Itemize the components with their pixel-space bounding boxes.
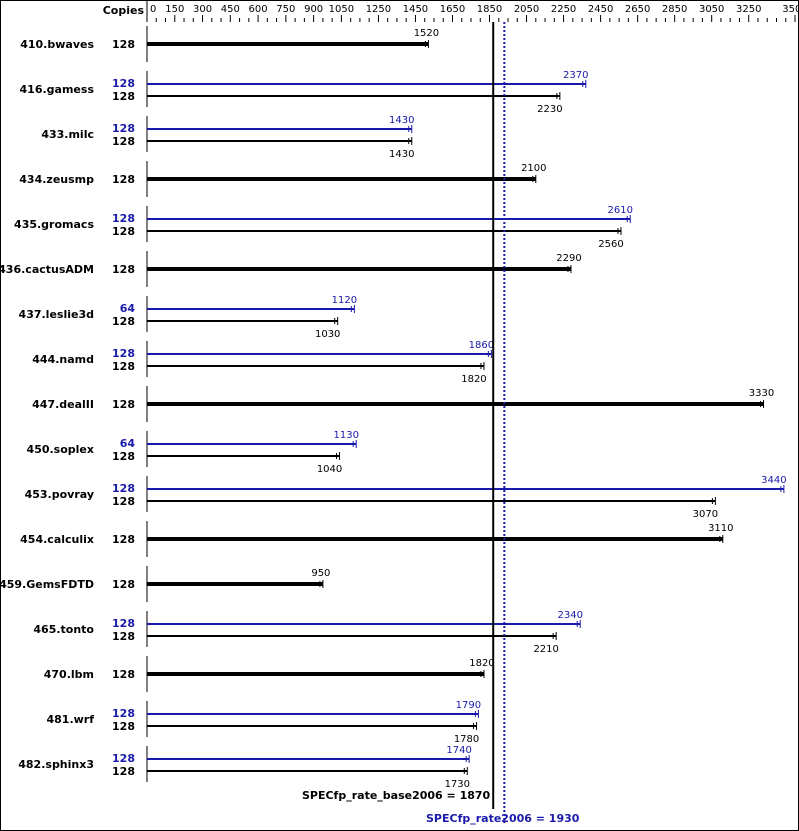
peak-copies: 64 <box>120 302 136 315</box>
base-value-label: 1520 <box>414 28 439 39</box>
base-value-label: 2290 <box>556 253 581 264</box>
axis-tick-label: 2650 <box>625 4 650 15</box>
peak-value-label: 1130 <box>333 430 358 441</box>
peak-metric-label: SPECfp_rate2006 = 1930 <box>426 812 580 825</box>
peak-copies: 128 <box>112 347 135 360</box>
base-value-label: 3110 <box>708 523 733 534</box>
axis-tick-label: 300 <box>193 4 212 15</box>
base-value-label: 1730 <box>445 779 470 790</box>
base-metric-label: SPECfp_rate_base2006 = 1870 <box>302 789 491 802</box>
peak-copies: 128 <box>112 617 135 630</box>
base-copies: 128 <box>112 135 135 148</box>
benchmark-label: 450.soplex <box>27 443 94 456</box>
peak-value-label: 2610 <box>607 205 632 216</box>
benchmark-label: 465.tonto <box>33 623 94 636</box>
axis-tick-label: 3500 <box>782 4 798 15</box>
axis-tick-label: 1650 <box>440 4 465 15</box>
peak-value-label: 1120 <box>332 295 357 306</box>
copies-header: Copies <box>103 4 145 17</box>
peak-copies: 128 <box>112 482 135 495</box>
base-value-label: 1040 <box>317 464 342 475</box>
base-copies: 128 <box>112 533 135 546</box>
axis-tick-label: 150 <box>165 4 184 15</box>
benchmark-label: 416.gamess <box>20 83 95 96</box>
base-copies: 128 <box>112 90 135 103</box>
benchmark-label: 436.cactusADM <box>1 263 94 276</box>
peak-value-label: 2370 <box>563 70 588 81</box>
base-value-label: 3330 <box>749 388 774 399</box>
peak-copies: 128 <box>112 77 135 90</box>
peak-value-label: 3440 <box>761 475 786 486</box>
peak-value-label: 1430 <box>389 115 414 126</box>
base-value-label: 2100 <box>521 163 546 174</box>
base-value-label: 1820 <box>461 374 486 385</box>
peak-copies: 64 <box>120 437 136 450</box>
axis-tick-label: 600 <box>249 4 268 15</box>
benchmark-label: 482.sphinx3 <box>18 758 94 771</box>
benchmark-label: 434.zeusmp <box>19 173 94 186</box>
base-copies: 128 <box>112 38 135 51</box>
axis-tick-label: 1450 <box>403 4 428 15</box>
peak-copies: 128 <box>112 707 135 720</box>
axis-tick-label: 2850 <box>662 4 687 15</box>
benchmark-label: 481.wrf <box>46 713 94 726</box>
peak-value-label: 2340 <box>558 610 583 621</box>
benchmark-label: 410.bwaves <box>20 38 94 51</box>
axis-tick-label: 2250 <box>551 4 576 15</box>
axis-tick-label: 450 <box>221 4 240 15</box>
base-copies: 128 <box>112 398 135 411</box>
benchmark-label: 433.milc <box>41 128 94 141</box>
axis-tick-label: 3250 <box>736 4 761 15</box>
axis-tick-label: 2050 <box>514 4 539 15</box>
base-value-label: 2230 <box>537 104 562 115</box>
axis-tick-label: 750 <box>276 4 295 15</box>
peak-copies: 128 <box>112 122 135 135</box>
benchmark-label: 447.dealII <box>32 398 94 411</box>
base-copies: 128 <box>112 173 135 186</box>
benchmark-label: 437.leslie3d <box>19 308 94 321</box>
axis-tick-label: 1250 <box>366 4 391 15</box>
peak-value-label: 1790 <box>456 700 481 711</box>
base-copies: 128 <box>112 360 135 373</box>
axis-tick-label: 0 <box>150 4 156 15</box>
axis-tick-label: 3050 <box>699 4 724 15</box>
base-copies: 128 <box>112 495 135 508</box>
benchmark-label: 453.povray <box>25 488 94 501</box>
base-copies: 128 <box>112 263 135 276</box>
benchmark-label: 444.namd <box>32 353 94 366</box>
base-value-label: 1820 <box>469 658 494 669</box>
base-value-label: 2210 <box>533 644 558 655</box>
base-value-label: 2560 <box>598 239 623 250</box>
base-value-label: 1780 <box>454 734 479 745</box>
peak-copies: 128 <box>112 752 135 765</box>
base-value-label: 3070 <box>693 509 718 520</box>
peak-copies: 128 <box>112 212 135 225</box>
benchmark-label: 454.calculix <box>20 533 94 546</box>
benchmark-label: 470.lbm <box>44 668 94 681</box>
base-value-label: 1430 <box>389 149 414 160</box>
base-copies: 128 <box>112 668 135 681</box>
base-copies: 128 <box>112 315 135 328</box>
benchmark-label: 459.GemsFDTD <box>1 578 94 591</box>
base-copies: 128 <box>112 630 135 643</box>
base-copies: 128 <box>112 450 135 463</box>
base-copies: 128 <box>112 578 135 591</box>
peak-value-label: 1740 <box>446 745 471 756</box>
axis-tick-label: 1850 <box>477 4 502 15</box>
base-value-label: 950 <box>311 568 330 579</box>
base-copies: 128 <box>112 765 135 778</box>
base-copies: 128 <box>112 225 135 238</box>
base-value-label: 1030 <box>315 329 340 340</box>
axis-tick-label: 1050 <box>329 4 354 15</box>
axis-tick-label: 2450 <box>588 4 613 15</box>
base-copies: 128 <box>112 720 135 733</box>
benchmark-label: 435.gromacs <box>14 218 94 231</box>
peak-value-label: 1860 <box>469 340 494 351</box>
axis-tick-label: 900 <box>304 4 323 15</box>
